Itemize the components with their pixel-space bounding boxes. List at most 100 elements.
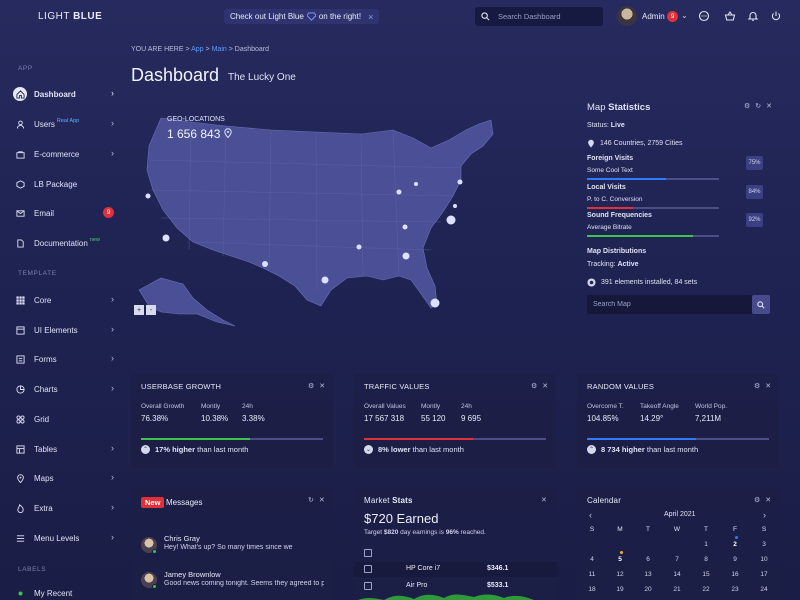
map-search-input[interactable] [593,301,743,308]
footer-rest: than last month [412,445,464,454]
sidebar-item-charts[interactable]: Charts › [10,380,120,398]
calendar-day[interactable]: 11 [588,571,596,578]
calendar-day[interactable]: 19 [616,586,624,593]
sidebar-item-my-recent[interactable]: My Recent [10,584,120,600]
close-icon[interactable]: ✕ [765,383,772,390]
promo-banner[interactable]: Check out Light Blue on the right! × [224,9,380,24]
sidebar-item-lb-package[interactable]: LB Package [10,175,120,193]
search-box[interactable] [475,7,603,26]
foreign-visits-title: Foreign Visits [587,155,634,162]
row-checkbox[interactable] [364,565,372,573]
close-icon[interactable]: ✕ [766,103,773,110]
settings-icon[interactable]: ⚙ [754,383,761,390]
zoom-in-button[interactable]: + [134,305,144,315]
map-marker [414,182,418,186]
sidebar-item-documentation[interactable]: Documentation new [10,234,120,252]
calendar-day[interactable]: 7 [675,556,679,563]
calendar-day[interactable]: 12 [616,571,624,578]
row-checkbox[interactable] [364,582,372,590]
close-icon[interactable]: ✕ [541,497,547,504]
sidebar-item-email[interactable]: Email 9 [10,204,120,222]
breadcrumb-app-link[interactable]: App [191,46,204,53]
calendar-day[interactable]: 5 [618,556,622,563]
refresh-icon[interactable]: ↻ [308,497,314,504]
sidebar-item-grid[interactable]: Grid [10,410,120,428]
sidebar-item-ui-elements[interactable]: UI Elements › [10,321,120,339]
message-item[interactable]: Chris Gray Hey! What's up? So many times… [131,530,333,556]
us-map[interactable] [131,100,501,350]
brand-logo[interactable]: LIGHT BLUE [38,11,102,22]
settings-icon[interactable]: ⚙ [744,103,751,110]
calendar-day[interactable]: 14 [673,571,681,578]
bell-icon[interactable] [747,10,759,22]
sidebar-item-dashboard[interactable]: Dashboard › [10,85,120,103]
grid-icon [13,293,27,307]
sidebar-item-label: Email [34,208,55,218]
location-pin-icon [588,139,594,148]
basket-icon[interactable] [724,10,736,22]
stat-value: 14.29° [640,414,664,423]
calendar-day[interactable]: 21 [673,586,681,593]
sidebar-item-users[interactable]: Users Real App › [10,115,120,133]
breadcrumb-main-link[interactable]: Main [211,46,227,53]
status-value: Live [610,122,625,129]
table-row[interactable]: HP Core i7 $346.1 [354,562,557,577]
calendar-day[interactable]: 24 [760,586,768,593]
map-stats-title-b: Statistics [608,102,651,113]
chevron-right-icon: › [111,148,114,158]
calendar-day[interactable]: 4 [590,556,594,563]
search-input[interactable] [498,12,593,21]
calendar-day[interactable]: 23 [731,586,739,593]
user-name[interactable]: Admin [642,12,665,21]
calendar-day[interactable]: 9 [733,556,737,563]
map-search-box[interactable] [587,295,752,314]
calendar-day[interactable]: 17 [760,571,768,578]
calendar-day[interactable]: 3 [762,541,766,548]
settings-icon[interactable]: ⚙ [754,497,761,504]
sidebar-item-extra[interactable]: Extra › [10,499,120,517]
table-icon [13,442,27,456]
chevron-down-icon[interactable]: ⌄ [681,11,688,20]
sidebar-item-maps[interactable]: Maps › [10,469,120,487]
calendar-day[interactable]: 2 [733,541,737,548]
chat-icon[interactable] [698,10,710,22]
sidebar-item-tables[interactable]: Tables › [10,440,120,458]
avatar[interactable] [617,6,637,26]
sidebar-item-menu-levels[interactable]: Menu Levels › [10,529,120,547]
map-marker [145,193,151,199]
close-icon[interactable]: ✕ [765,497,772,504]
calendar-day[interactable]: 15 [702,571,710,578]
map-search-button[interactable] [752,295,770,314]
refresh-icon[interactable]: ↻ [755,103,762,110]
close-icon[interactable]: ✕ [318,497,325,504]
card-footer: ⌃ 8 734 higher than last month [587,445,698,454]
table-row[interactable]: Air Pro $533.1 [354,579,557,594]
select-all-checkbox[interactable] [364,549,372,557]
sidebar-item-forms[interactable]: Forms › [10,350,120,368]
message-item[interactable]: Jamey Brownlow Good news coming tonight.… [131,567,333,593]
calendar-day[interactable]: 1 [704,541,708,548]
settings-icon[interactable]: ⚙ [308,383,315,390]
map-stats-title-a: Map [587,102,606,113]
calendar-day[interactable]: 20 [644,586,652,593]
calendar-day[interactable]: 6 [646,556,650,563]
sidebar-item-ecommerce[interactable]: E-commerce › [10,145,120,163]
calendar-day[interactable]: 13 [644,571,652,578]
power-icon[interactable] [770,10,782,22]
calendar-day[interactable]: 22 [702,586,710,593]
zoom-out-button[interactable]: - [146,305,156,315]
close-icon[interactable]: ✕ [542,383,549,390]
calendar-day-header: M [617,526,623,533]
calendar-prev-button[interactable]: ‹ [589,510,592,520]
close-icon[interactable]: ✕ [319,383,326,390]
sidebar-item-core[interactable]: Core › [10,291,120,309]
calendar-day[interactable]: 8 [704,556,708,563]
section-label-labels: LABELS [18,566,47,573]
calendar-day[interactable]: 16 [731,571,739,578]
card-title: RANDOM VALUES [587,382,655,391]
settings-icon[interactable]: ⚙ [531,383,538,390]
promo-close-icon[interactable]: × [368,11,374,22]
calendar-day[interactable]: 10 [760,556,768,563]
calendar-next-button[interactable]: › [763,510,766,520]
calendar-day[interactable]: 18 [588,586,596,593]
